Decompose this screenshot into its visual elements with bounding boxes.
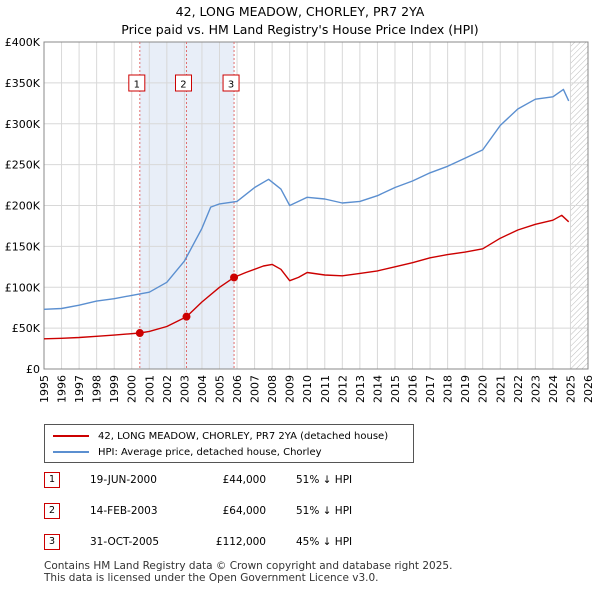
footer-license: This data is licensed under the Open Gov… — [44, 572, 379, 584]
series-line-hpi — [43, 88, 570, 310]
sale-marker-label: 2 — [180, 80, 186, 91]
x-tick-label: 2010 — [301, 375, 314, 403]
table-row: 2 14-FEB-2003 £64,000 51% ↓ HPI — [44, 503, 444, 521]
y-tick-label: £150K — [5, 240, 41, 253]
y-tick-label: £400K — [5, 36, 41, 49]
sale-point — [230, 273, 239, 282]
series-line-property — [43, 214, 570, 340]
sale-point — [182, 312, 191, 321]
legend-swatch-hpi — [53, 451, 89, 453]
x-tick-label: 2023 — [529, 375, 542, 403]
transaction-price: £44,000 — [222, 474, 266, 486]
x-tick-label: 2022 — [512, 375, 525, 403]
x-tick-label: 2004 — [196, 375, 209, 403]
plot-frame — [43, 41, 589, 370]
y-tick-label: £250K — [5, 159, 41, 172]
x-tick-label: 2020 — [477, 375, 490, 403]
transaction-price: £112,000 — [215, 536, 266, 548]
legend-label-property: 42, LONG MEADOW, CHORLEY, PR7 2YA (detac… — [98, 430, 389, 442]
legend-swatch-property — [53, 435, 89, 437]
x-tick-label: 2008 — [266, 375, 279, 403]
transaction-date: 19-JUN-2000 — [90, 474, 157, 486]
x-tick-label: 1995 — [38, 375, 51, 403]
y-tick-label: £100K — [5, 281, 41, 294]
sale-marker-label: 1 — [134, 80, 140, 91]
x-tick-label: 2025 — [564, 375, 577, 403]
sale-marker-box — [128, 74, 146, 92]
legend-item-property: 42, LONG MEADOW, CHORLEY, PR7 2YA (detac… — [53, 429, 388, 443]
transaction-hpi: 51% ↓ HPI — [296, 505, 353, 517]
x-tick-label: 2001 — [143, 375, 156, 403]
x-tick-label: 2017 — [424, 375, 437, 403]
transaction-hpi: 45% ↓ HPI — [296, 536, 353, 548]
x-tick-label: 1996 — [56, 375, 69, 403]
x-tick-label: 2007 — [249, 375, 262, 403]
y-tick-label: £50K — [12, 322, 41, 335]
y-tick-label: £200K — [5, 200, 41, 213]
x-tick-label: 2005 — [213, 375, 226, 403]
sale-point — [135, 329, 144, 338]
legend-label-hpi: HPI: Average price, detached house, Chor… — [98, 446, 322, 458]
x-tick-label: 2003 — [178, 375, 191, 403]
transaction-date: 31-OCT-2005 — [90, 536, 159, 548]
table-row: 3 31-OCT-2005 £112,000 45% ↓ HPI — [44, 534, 444, 552]
transaction-number: 2 — [44, 503, 60, 519]
x-tick-label: 2026 — [582, 375, 595, 403]
transaction-number: 3 — [44, 534, 60, 550]
x-tick-label: 2006 — [231, 375, 244, 403]
transaction-number: 1 — [44, 472, 60, 488]
x-tick-label: 2009 — [284, 375, 297, 403]
y-tick-label: £300K — [5, 118, 41, 131]
sale-marker-label: 3 — [228, 80, 234, 91]
y-tick-label: £0 — [26, 363, 40, 376]
footer-copyright: Contains HM Land Registry data © Crown c… — [44, 560, 453, 572]
sale-marker-box — [222, 74, 240, 92]
x-tick-label: 2021 — [494, 375, 507, 403]
transaction-price: £64,000 — [222, 505, 266, 517]
x-tick-label: 1998 — [91, 375, 104, 403]
table-row: 1 19-JUN-2000 £44,000 51% ↓ HPI — [44, 472, 444, 490]
legend: 42, LONG MEADOW, CHORLEY, PR7 2YA (detac… — [44, 424, 414, 463]
sale-marker-box — [174, 74, 192, 92]
transaction-date: 14-FEB-2003 — [90, 505, 158, 517]
x-tick-label: 2011 — [319, 375, 332, 403]
chart-title: 42, LONG MEADOW, CHORLEY, PR7 2YA — [175, 4, 425, 19]
x-tick-label: 2019 — [459, 375, 472, 403]
x-tick-label: 2024 — [547, 375, 560, 403]
x-tick-label: 2018 — [442, 375, 455, 403]
x-tick-label: 2000 — [126, 375, 139, 403]
chart-subtitle: Price paid vs. HM Land Registry's House … — [121, 22, 479, 37]
x-tick-label: 2013 — [354, 375, 367, 403]
legend-item-hpi: HPI: Average price, detached house, Chor… — [53, 445, 322, 459]
transaction-hpi: 51% ↓ HPI — [296, 474, 353, 486]
x-tick-label: 1997 — [73, 375, 86, 403]
y-tick-label: £350K — [5, 77, 41, 90]
x-tick-label: 2012 — [336, 375, 349, 403]
x-tick-label: 1999 — [108, 375, 121, 403]
x-tick-label: 2015 — [389, 375, 402, 403]
x-tick-label: 2002 — [161, 375, 174, 403]
x-tick-label: 2014 — [371, 375, 384, 403]
price-chart: £0 £50K £100K £150K £200K £250K £300K £350K £400… — [5, 36, 595, 403]
x-tick-label: 2016 — [407, 375, 420, 403]
